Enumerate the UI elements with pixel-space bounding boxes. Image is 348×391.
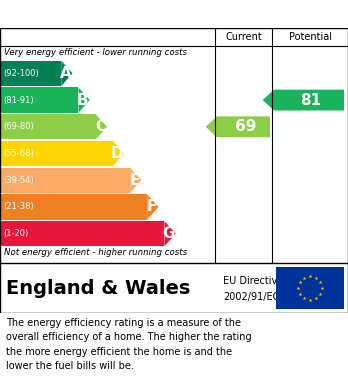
Text: Not energy efficient - higher running costs: Not energy efficient - higher running co… bbox=[4, 248, 187, 257]
Text: F: F bbox=[147, 199, 158, 214]
Text: The energy efficiency rating is a measure of the
overall efficiency of a home. T: The energy efficiency rating is a measur… bbox=[6, 318, 252, 371]
Text: G: G bbox=[162, 226, 175, 241]
Bar bbox=[276, 267, 344, 309]
Bar bbox=[0, 141, 113, 166]
Bar bbox=[0, 194, 147, 219]
Text: Very energy efficient - lower running costs: Very energy efficient - lower running co… bbox=[4, 48, 187, 57]
Polygon shape bbox=[130, 168, 141, 193]
Bar bbox=[0, 168, 130, 193]
Polygon shape bbox=[263, 90, 344, 111]
Text: (92-100): (92-100) bbox=[3, 69, 39, 78]
Polygon shape bbox=[206, 117, 270, 137]
Text: (55-68): (55-68) bbox=[3, 149, 34, 158]
Text: Potential: Potential bbox=[288, 32, 332, 42]
Text: (69-80): (69-80) bbox=[3, 122, 34, 131]
Text: D: D bbox=[110, 146, 123, 161]
Bar bbox=[0, 221, 165, 246]
Bar bbox=[0, 61, 61, 86]
Text: EU Directive: EU Directive bbox=[223, 276, 283, 285]
Bar bbox=[0, 114, 96, 140]
Text: (1-20): (1-20) bbox=[3, 229, 28, 238]
Text: 2002/91/EC: 2002/91/EC bbox=[223, 292, 279, 302]
Text: England & Wales: England & Wales bbox=[6, 278, 190, 298]
Text: A: A bbox=[60, 66, 71, 81]
Text: Energy Efficiency Rating: Energy Efficiency Rating bbox=[8, 7, 218, 22]
Polygon shape bbox=[165, 221, 176, 246]
Polygon shape bbox=[96, 114, 107, 140]
Text: E: E bbox=[130, 173, 140, 188]
Polygon shape bbox=[79, 88, 90, 113]
Text: 69: 69 bbox=[235, 119, 256, 134]
Text: (39-54): (39-54) bbox=[3, 176, 34, 185]
Text: B: B bbox=[77, 93, 89, 108]
Polygon shape bbox=[113, 141, 124, 166]
Text: (81-91): (81-91) bbox=[3, 95, 34, 104]
Text: C: C bbox=[95, 119, 106, 134]
Polygon shape bbox=[147, 194, 158, 219]
Text: Current: Current bbox=[225, 32, 262, 42]
Bar bbox=[0, 88, 79, 113]
Text: 81: 81 bbox=[300, 93, 322, 108]
Polygon shape bbox=[61, 61, 72, 86]
Text: (21-38): (21-38) bbox=[3, 203, 34, 212]
